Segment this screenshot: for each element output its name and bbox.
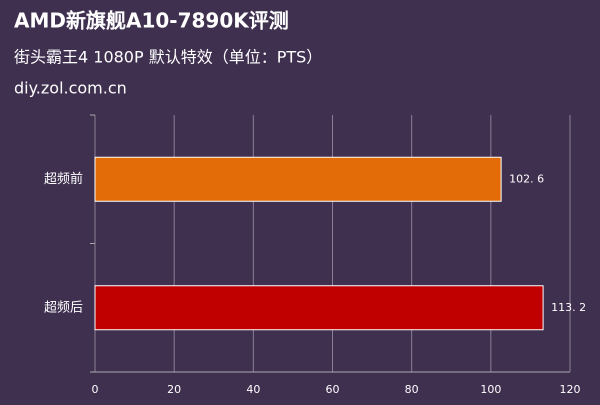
source: diy.zol.com.cn bbox=[14, 79, 127, 98]
value-label: 102. 6 bbox=[509, 172, 544, 185]
chart-title: AMD新旗舰A10-7890K评测 bbox=[14, 9, 289, 33]
x-tick-label: 20 bbox=[167, 383, 181, 396]
x-tick-label: 80 bbox=[405, 383, 419, 396]
y-tick-label: 超频后 bbox=[44, 300, 83, 315]
bar bbox=[94, 156, 502, 202]
x-tick-label: 40 bbox=[246, 383, 260, 396]
x-tick-label: 60 bbox=[326, 383, 340, 396]
x-tick-label: 120 bbox=[560, 383, 581, 396]
chart-subtitle: 街头霸王4 1080P 默认特效（单位：PTS） bbox=[14, 48, 322, 67]
value-label: 113. 2 bbox=[551, 301, 586, 314]
x-tick-label: 100 bbox=[480, 383, 501, 396]
bar bbox=[94, 285, 544, 331]
y-tick-label: 超频前 bbox=[44, 171, 83, 187]
x-tick-label: 0 bbox=[92, 383, 99, 396]
